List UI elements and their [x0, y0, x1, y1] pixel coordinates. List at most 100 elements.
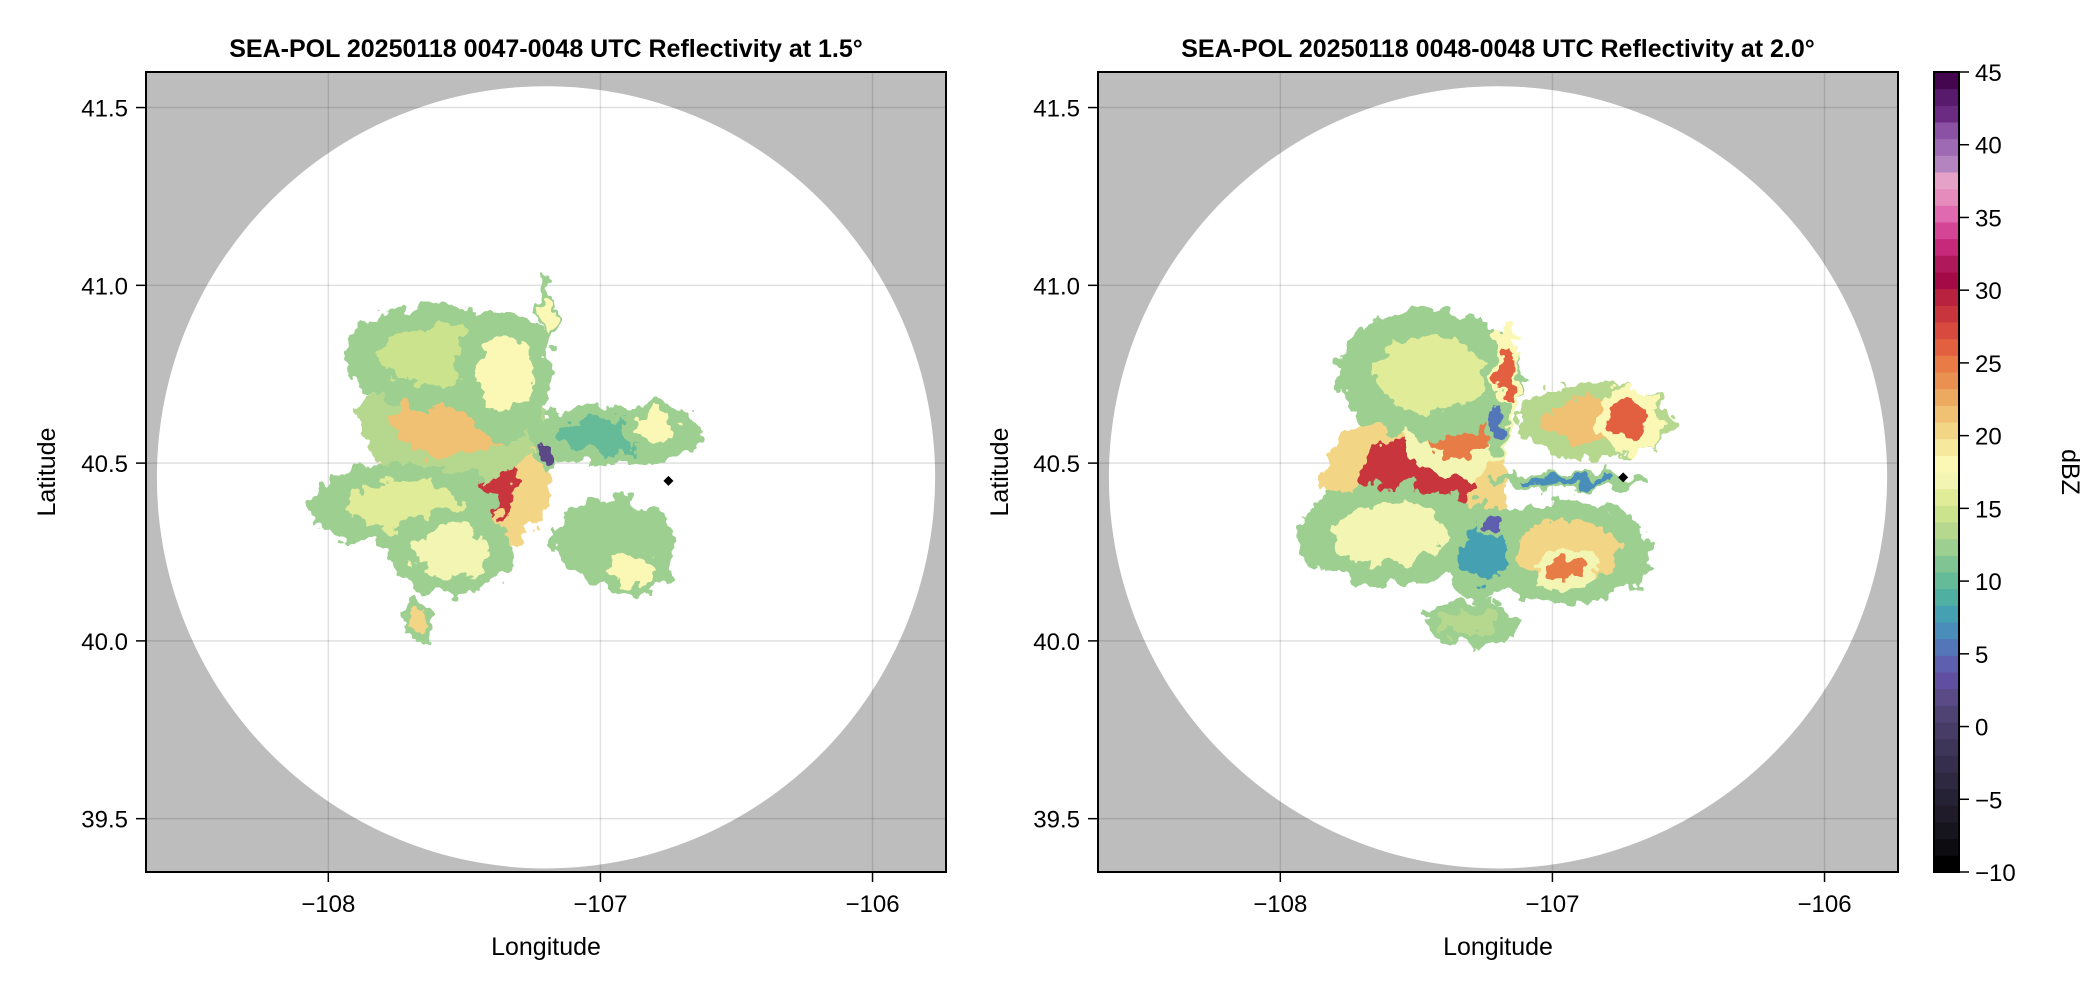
colorbar-tick-label: 45	[1975, 60, 2002, 87]
y-tick-label: 40.0	[1033, 629, 1080, 656]
colorbar-bin	[1934, 105, 1959, 123]
colorbar-bin	[1934, 572, 1959, 590]
x-tick-label: −107	[1525, 891, 1579, 918]
colorbar-bin	[1934, 822, 1959, 840]
echo-cell	[412, 527, 489, 577]
y-ticks-right: 39.5 40.0 40.5 41.0 41.5	[1033, 96, 1098, 834]
site-marker	[663, 475, 674, 486]
plot-area-right	[1097, 71, 1899, 873]
colorbar-bin	[1934, 472, 1959, 490]
y-tick-label: 39.5	[81, 807, 128, 834]
colorbar-bin	[1934, 222, 1959, 240]
colorbar-bin	[1934, 272, 1959, 290]
colorbar-bin	[1934, 138, 1959, 156]
colorbar-bin	[1934, 155, 1959, 173]
y-tick-label: 40.0	[81, 629, 128, 656]
echo-cell	[476, 336, 534, 412]
colorbar-bin	[1934, 605, 1959, 623]
colorbar-tick-label: 10	[1975, 569, 2002, 596]
colorbar-tick-label: 20	[1975, 424, 2002, 451]
y-tick-label: 41.5	[1033, 96, 1080, 123]
colorbar-tick-label: −10	[1975, 860, 2016, 887]
x-tick-label: −106	[845, 891, 899, 918]
echo-cell	[1442, 610, 1500, 636]
colorbar-bin	[1934, 772, 1959, 790]
colorbar-bin	[1934, 672, 1959, 690]
echo-cell	[1483, 513, 1503, 534]
colorbar-tick-label: 5	[1975, 642, 1988, 669]
colorbar-bin	[1934, 738, 1959, 756]
reflectivity-field	[1295, 310, 1672, 645]
colorbar-tick-label: 35	[1975, 205, 2002, 232]
colorbar-bin	[1934, 188, 1959, 206]
colorbar-bin	[1934, 72, 1959, 90]
colorbar-bin	[1934, 305, 1959, 323]
x-tick-label: −106	[1797, 891, 1851, 918]
y-tick-label: 40.5	[1033, 451, 1080, 478]
echo-cell	[610, 554, 656, 585]
colorbar-bin	[1934, 622, 1959, 640]
x-ticks-right: −108 −107 −106	[1253, 872, 1852, 918]
colorbar-bin	[1934, 172, 1959, 190]
colorbar-bin	[1934, 255, 1959, 273]
colorbar-bin	[1934, 688, 1959, 706]
colorbar-bin	[1934, 355, 1959, 373]
echo-cell	[408, 607, 428, 632]
colorbar-bin	[1934, 238, 1959, 256]
colorbar-bin	[1934, 555, 1959, 573]
colorbar-bin	[1934, 388, 1959, 406]
echo-cell	[1372, 336, 1488, 412]
colorbar-bin	[1934, 288, 1959, 306]
colorbar-bin	[1934, 372, 1959, 390]
colorbar-bin	[1934, 422, 1959, 440]
echo-cell	[1518, 475, 1614, 486]
colorbar-bin	[1934, 488, 1959, 506]
x-tick-label: −108	[301, 891, 355, 918]
echo-cell	[1332, 504, 1447, 565]
y-tick-label: 39.5	[1033, 807, 1080, 834]
x-axis-label-right: Longitude	[1443, 933, 1553, 961]
echo-cell	[540, 443, 552, 469]
echo-cell	[1490, 412, 1506, 443]
x-ticks-left: −108 −107 −106	[301, 872, 900, 918]
colorbar-bin	[1934, 438, 1959, 456]
echo-cell	[540, 293, 552, 334]
y-axis-label-left: Latitude	[33, 428, 61, 517]
colorbar-tick-label: −5	[1975, 787, 2002, 814]
x-tick-label: −108	[1253, 891, 1307, 918]
panel-right: SEA-POL 20250118 0048-0048 UTC Reflectiv…	[986, 35, 1899, 961]
colorbar-tick-label: 30	[1975, 278, 2002, 305]
colorbar-bin	[1934, 655, 1959, 673]
colorbar-tick-label: 40	[1975, 133, 2002, 160]
colorbar-bin	[1934, 722, 1959, 740]
colorbar-tick-label: 15	[1975, 496, 2002, 523]
y-axis-label-right: Latitude	[986, 428, 1014, 517]
y-tick-label: 41.5	[81, 96, 128, 123]
colorbar-ticks: −10 −5 0 5 10 15 20 25 30 35 40 45	[1959, 60, 2016, 887]
colorbar-bin	[1934, 405, 1959, 423]
colorbar: −10 −5 0 5 10 15 20 25 30 35 40 45 dBZ	[1933, 60, 2084, 887]
colorbar-label: dBZ	[2056, 449, 2084, 495]
echo-cell	[1546, 557, 1586, 583]
panel-left: SEA-POL 20250118 0047-0048 UTC Reflectiv…	[33, 35, 947, 961]
colorbar-bin	[1934, 705, 1959, 723]
panel-left-title: SEA-POL 20250118 0047-0048 UTC Reflectiv…	[229, 35, 863, 63]
colorbar-bin	[1934, 538, 1959, 556]
panel-right-title: SEA-POL 20250118 0048-0048 UTC Reflectiv…	[1181, 35, 1815, 63]
axes-frame	[145, 71, 947, 873]
echo-cell	[631, 412, 678, 443]
plot-area-left	[145, 71, 947, 873]
colorbar-bin	[1934, 588, 1959, 606]
axes-frame	[1097, 71, 1899, 873]
colorbar-gradient	[1934, 72, 1959, 873]
y-tick-label: 41.0	[1033, 273, 1080, 300]
x-tick-label: −107	[573, 891, 627, 918]
colorbar-bin	[1934, 122, 1959, 140]
colorbar-bin	[1934, 505, 1959, 523]
colorbar-bin	[1934, 338, 1959, 356]
colorbar-bin	[1934, 205, 1959, 223]
colorbar-bin	[1934, 838, 1959, 856]
reflectivity-field	[310, 279, 702, 641]
colorbar-bin	[1934, 455, 1959, 473]
